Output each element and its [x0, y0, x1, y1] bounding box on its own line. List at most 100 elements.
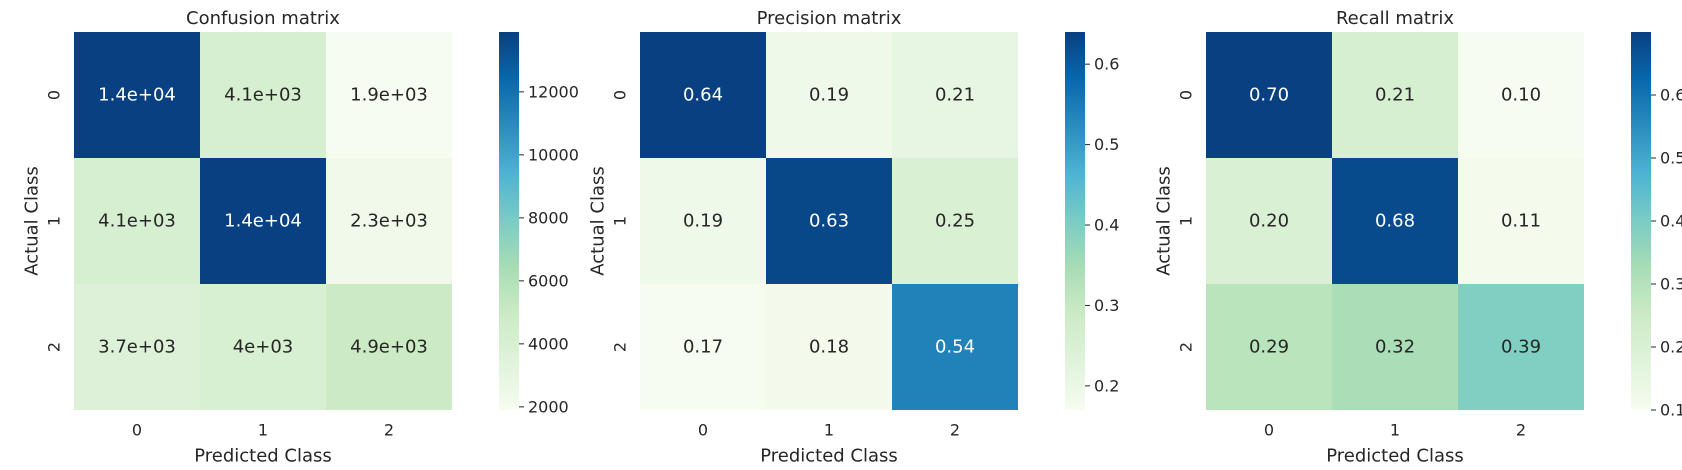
x-tick-label: 0	[1264, 421, 1274, 440]
heatmap-panel-0: 1.4e+04 4.1e+03 1.9e+03 4.1e+03 1.4e+04 2.3e+…	[22, 8, 579, 467]
colorbar-tick-label: 0.3	[1094, 296, 1119, 315]
heatmap-cell-r0-c1	[1332, 32, 1458, 158]
y-tick-label: 2	[45, 342, 64, 352]
chart-title: Precision matrix	[757, 8, 902, 29]
cell-value-r0-c2: 0.10	[1501, 85, 1541, 106]
heatmap-cell-r0-c1	[766, 32, 892, 158]
heatmap-cell-r0-c2	[892, 32, 1018, 158]
heatmap-cell-r0-c1	[200, 32, 326, 158]
cell-value-r1-c1: 1.4e+04	[224, 211, 302, 232]
cell-value-r0-c1: 0.21	[1375, 85, 1415, 106]
cell-value-r2-c1: 0.32	[1375, 337, 1415, 358]
cell-value-r2-c0: 3.7e+03	[98, 337, 176, 358]
chart-title: Confusion matrix	[186, 8, 340, 29]
colorbar	[1065, 32, 1085, 410]
cell-value-r1-c0: 0.20	[1249, 211, 1289, 232]
colorbar-tick-label: 0.6	[1660, 86, 1682, 105]
colorbar-tick-label: 12000	[528, 82, 579, 101]
cell-value-r0-c0: 0.64	[683, 85, 723, 106]
colorbar-tick-label: 0.5	[1660, 149, 1682, 168]
heatmap-cell-r0-c0	[640, 32, 766, 158]
heatmap-cell-r0-c2	[326, 32, 452, 158]
x-tick-label: 0	[132, 421, 142, 440]
cell-value-r0-c2: 0.21	[935, 85, 975, 106]
colorbar-tick-label: 0.6	[1094, 55, 1119, 74]
cell-value-r1-c1: 0.68	[1375, 211, 1415, 232]
x-tick-label: 1	[824, 421, 834, 440]
heatmap-cell-r1-c0	[74, 158, 200, 284]
y-tick-label: 2	[1177, 342, 1196, 352]
heatmap-cell-r2-c1	[1332, 284, 1458, 410]
x-tick-label: 1	[258, 421, 268, 440]
y-tick-label: 1	[45, 216, 64, 226]
y-tick-label: 0	[1177, 90, 1196, 100]
colorbar-tick-label: 8000	[528, 208, 569, 227]
cell-value-r2-c1: 0.18	[809, 337, 849, 358]
cell-value-r0-c0: 1.4e+04	[98, 85, 176, 106]
heatmap-cell-r1-c0	[1206, 158, 1332, 284]
colorbar-tick-label: 0.5	[1094, 135, 1119, 154]
cell-value-r1-c2: 0.11	[1501, 211, 1541, 232]
heatmap-cell-r2-c2	[892, 284, 1018, 410]
y-tick-label: 1	[1177, 216, 1196, 226]
colorbar-tick-label: 0.2	[1660, 338, 1682, 357]
colorbar-tick-label: 10000	[528, 145, 579, 164]
heatmap-cell-r2-c2	[326, 284, 452, 410]
cell-value-r1-c0: 0.19	[683, 211, 723, 232]
heatmap-panel-1: 0.64 0.19 0.210.19 0.63 0.250.17 0.18 0.54Prec…	[588, 8, 1120, 467]
heatmap-cell-r1-c0	[640, 158, 766, 284]
cell-value-r0-c1: 4.1e+03	[224, 85, 302, 106]
x-axis-label: Predicted Class	[194, 446, 332, 467]
colorbar-tick-label: 0.3	[1660, 275, 1682, 294]
colorbar-tick-label: 0.1	[1660, 401, 1682, 420]
heatmap-cell-r1-c2	[892, 158, 1018, 284]
colorbar-tick-label: 0.4	[1094, 216, 1119, 235]
x-tick-label: 0	[698, 421, 708, 440]
y-tick-label: 2	[611, 342, 630, 352]
cell-value-r2-c2: 4.9e+03	[350, 337, 428, 358]
x-axis-label: Predicted Class	[1326, 446, 1464, 467]
heatmap-cell-r1-c2	[1458, 158, 1584, 284]
heatmap-cell-r2-c1	[200, 284, 326, 410]
heatmap-cell-r0-c0	[1206, 32, 1332, 158]
y-tick-label: 0	[45, 90, 64, 100]
heatmap-cell-r1-c2	[326, 158, 452, 284]
heatmap-cell-r2-c1	[766, 284, 892, 410]
colorbar-tick-label: 6000	[528, 271, 569, 290]
heatmap-cell-r2-c0	[640, 284, 766, 410]
y-tick-label: 0	[611, 90, 630, 100]
y-axis-label: Actual Class	[1154, 166, 1175, 275]
cell-value-r2-c1: 4e+03	[233, 337, 294, 358]
cell-value-r1-c2: 2.3e+03	[350, 211, 428, 232]
cell-value-r0-c2: 1.9e+03	[350, 85, 428, 106]
heatmap-cell-r0-c2	[1458, 32, 1584, 158]
heatmap-cell-r1-c1	[766, 158, 892, 284]
colorbar-tick-label: 2000	[528, 397, 569, 416]
heatmap-cell-r2-c0	[1206, 284, 1332, 410]
y-axis-label: Actual Class	[588, 166, 609, 275]
colorbar-tick-label: 4000	[528, 334, 569, 353]
heatmap-cell-r1-c1	[200, 158, 326, 284]
cell-value-r0-c0: 0.70	[1249, 85, 1289, 106]
heatmap-cell-r0-c0	[74, 32, 200, 158]
x-tick-label: 2	[1516, 421, 1526, 440]
chart-title: Recall matrix	[1336, 8, 1454, 29]
x-tick-label: 2	[384, 421, 394, 440]
heatmap-panel-2: 0.70 0.21 0.100.20 0.68 0.110.29 0.32 0.39Reca…	[1154, 8, 1682, 467]
cell-value-r1-c0: 4.1e+03	[98, 211, 176, 232]
x-tick-label: 1	[1390, 421, 1400, 440]
colorbar-tick-label: 0.2	[1094, 376, 1119, 395]
colorbar	[1631, 32, 1651, 410]
heatmap-cell-r1-c1	[1332, 158, 1458, 284]
cell-value-r2-c2: 0.54	[935, 337, 975, 358]
x-tick-label: 2	[950, 421, 960, 440]
cell-value-r2-c2: 0.39	[1501, 337, 1541, 358]
cell-value-r0-c1: 0.19	[809, 85, 849, 106]
colorbar-tick-label: 0.4	[1660, 212, 1682, 231]
y-axis-label: Actual Class	[22, 166, 43, 275]
y-tick-label: 1	[611, 216, 630, 226]
heatmap-cell-r2-c0	[74, 284, 200, 410]
cell-value-r1-c2: 0.25	[935, 211, 975, 232]
cell-value-r1-c1: 0.63	[809, 211, 849, 232]
